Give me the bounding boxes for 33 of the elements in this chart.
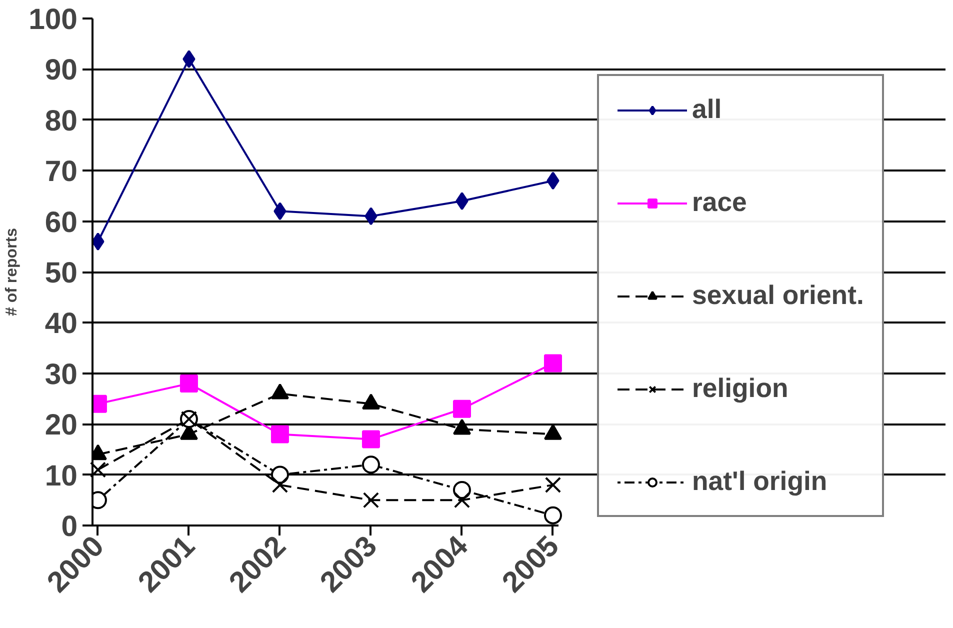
y-tick-label: 20	[44, 408, 78, 442]
point	[362, 492, 380, 508]
point	[362, 430, 380, 448]
point	[544, 354, 562, 372]
point	[452, 400, 471, 418]
point	[544, 476, 562, 494]
point	[544, 506, 562, 524]
y-axis-title: # of reports	[4, 228, 21, 316]
point	[182, 50, 196, 68]
y-tick-label: 0	[61, 510, 78, 543]
y-tick-label: 70	[44, 155, 78, 188]
point	[362, 456, 380, 474]
y-tick-label: 40	[44, 307, 78, 340]
legend-label: all	[692, 94, 722, 125]
point	[456, 192, 468, 210]
point	[274, 202, 286, 220]
y-tick-label: 80	[44, 104, 78, 138]
legend-label: religion	[692, 373, 788, 404]
y-tick-label: 50	[44, 256, 78, 290]
y-tick-label: 90	[44, 54, 78, 87]
point	[272, 476, 288, 494]
y-tick-label: 10	[44, 459, 78, 492]
y-tick-label: 60	[44, 206, 78, 239]
point	[364, 207, 378, 226]
point	[546, 172, 560, 190]
legend-label: nat'l origin	[692, 466, 828, 497]
point	[180, 374, 198, 393]
point	[454, 492, 470, 508]
y-tick-label: 100	[28, 3, 78, 36]
y-tick-label: 30	[44, 358, 78, 391]
legend-label: race	[692, 187, 747, 218]
point	[270, 425, 289, 444]
legend-label: sexual orient.	[692, 280, 864, 311]
